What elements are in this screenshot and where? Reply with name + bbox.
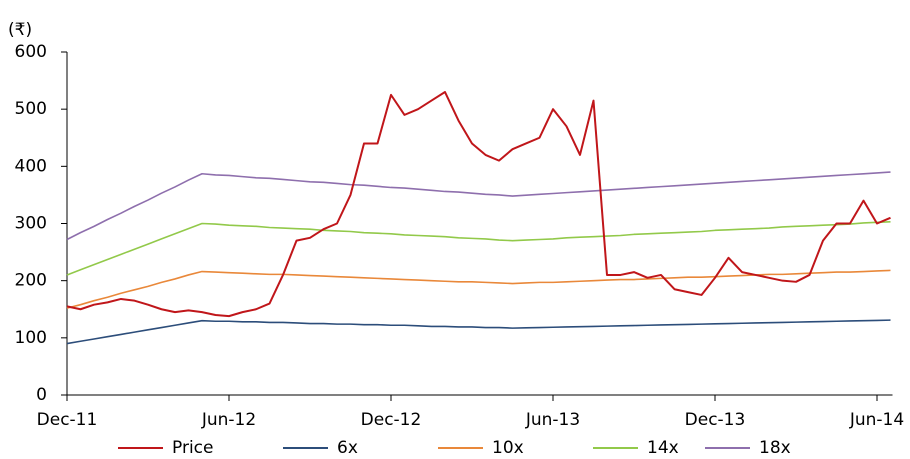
y-tick-label: 600 <box>15 42 47 62</box>
line-3 <box>66 220 891 276</box>
line-4 <box>66 171 891 241</box>
y-tick-label: 100 <box>15 328 47 348</box>
legend-label: Price <box>172 438 213 458</box>
line-1 <box>66 319 891 345</box>
legend-label: 6x <box>337 438 358 458</box>
x-tick-label: Jun-13 <box>525 410 580 430</box>
x-tick-label: Jun-12 <box>201 410 256 430</box>
x-tick-label: Jun-14 <box>849 410 904 430</box>
y-tick-label: 0 <box>36 385 47 405</box>
legend-label: 14x <box>647 438 679 458</box>
line-0 <box>66 91 891 318</box>
x-tick-label: Dec-11 <box>37 410 98 430</box>
y-tick-label: 300 <box>15 214 47 234</box>
legend-label: 10x <box>492 438 524 458</box>
x-tick-label: Dec-13 <box>685 410 746 430</box>
x-tick-label: Dec-12 <box>361 410 422 430</box>
y-tick-label: 400 <box>15 156 47 176</box>
y-tick-label: 200 <box>15 271 47 291</box>
legend-label: 18x <box>759 438 791 458</box>
line-2 <box>66 269 891 309</box>
y-unit-label: (₹) <box>8 20 32 40</box>
y-tick-label: 500 <box>15 99 47 119</box>
